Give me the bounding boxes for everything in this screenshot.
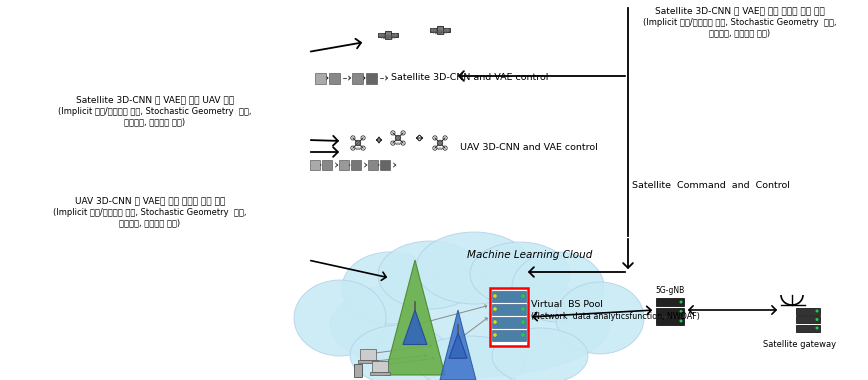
Circle shape <box>493 307 496 311</box>
Polygon shape <box>403 310 427 345</box>
Polygon shape <box>440 310 476 380</box>
Ellipse shape <box>470 242 570 306</box>
Bar <box>796 325 820 331</box>
Text: 접속제어, 간섭제어 정보): 접속제어, 간섭제어 정보) <box>120 218 181 227</box>
Bar <box>372 361 388 372</box>
Text: UAV 3D-CNN and VAE control: UAV 3D-CNN and VAE control <box>460 142 598 152</box>
Text: (Implicit 제널/토폴로지 정보, Stochastic Geometry  정보,: (Implicit 제널/토폴로지 정보, Stochastic Geometr… <box>53 208 247 217</box>
Bar <box>656 317 684 325</box>
Circle shape <box>493 333 496 337</box>
Circle shape <box>395 135 401 141</box>
Bar <box>430 28 437 32</box>
Bar <box>492 304 526 315</box>
Ellipse shape <box>492 328 588 380</box>
Bar <box>391 33 398 37</box>
Bar <box>360 349 376 360</box>
Text: Machine Learning Cloud: Machine Learning Cloud <box>467 250 593 260</box>
Circle shape <box>521 320 525 324</box>
Bar <box>329 73 340 84</box>
Bar <box>310 160 320 170</box>
Ellipse shape <box>294 280 386 356</box>
Bar <box>796 316 820 323</box>
Bar <box>656 298 684 306</box>
Text: (Implicit 제널/토폴로지 정보, Stochastic Geometry  정보,: (Implicit 제널/토폴로지 정보, Stochastic Geometr… <box>58 107 252 116</box>
Text: (Network  data analyticsfunction, NWDAF): (Network data analyticsfunction, NWDAF) <box>531 312 700 321</box>
Ellipse shape <box>416 232 532 304</box>
Circle shape <box>493 320 496 324</box>
Bar <box>492 291 526 302</box>
Text: 5G-gNB: 5G-gNB <box>655 286 685 295</box>
Circle shape <box>355 140 361 146</box>
Bar <box>492 330 526 341</box>
Text: 접속제어, 간섭제어 정보): 접속제어, 간섭제어 정보) <box>124 117 186 126</box>
Bar <box>368 160 378 170</box>
Bar <box>656 307 684 315</box>
Circle shape <box>816 318 819 321</box>
Circle shape <box>437 140 443 146</box>
Polygon shape <box>385 260 445 375</box>
Text: Satellite  Command  and  Control: Satellite Command and Control <box>632 180 790 190</box>
Ellipse shape <box>330 273 610 377</box>
Text: Satellite 3D-CNN 를 VAE를 통해 UAV 제어: Satellite 3D-CNN 를 VAE를 통해 UAV 제어 <box>76 95 234 104</box>
Bar <box>437 26 443 34</box>
Text: Satellite 3D-CNN 를 VAE를 통해 지상의 단말 제어: Satellite 3D-CNN 를 VAE를 통해 지상의 단말 제어 <box>655 6 825 15</box>
Bar <box>370 372 390 375</box>
Bar <box>378 33 385 37</box>
Circle shape <box>680 320 682 323</box>
Ellipse shape <box>342 252 438 324</box>
Bar <box>352 73 363 84</box>
Bar <box>351 160 361 170</box>
Circle shape <box>816 326 819 329</box>
Bar <box>322 160 332 170</box>
Ellipse shape <box>415 336 525 380</box>
Circle shape <box>493 294 496 298</box>
Bar <box>492 317 526 328</box>
Bar <box>385 31 391 39</box>
Bar <box>358 360 378 363</box>
Ellipse shape <box>556 282 644 354</box>
Bar <box>354 364 362 377</box>
Circle shape <box>680 301 682 304</box>
Circle shape <box>521 307 525 311</box>
Bar <box>366 73 377 84</box>
Bar <box>315 73 326 84</box>
Text: Satellite gateway: Satellite gateway <box>764 340 837 349</box>
Ellipse shape <box>350 325 450 380</box>
Bar <box>444 28 450 32</box>
Circle shape <box>680 310 682 313</box>
Circle shape <box>521 333 525 337</box>
Ellipse shape <box>378 241 482 309</box>
Circle shape <box>816 309 819 312</box>
Text: 접속제어, 간섭제어 정보): 접속제어, 간섭제어 정보) <box>709 28 771 37</box>
Text: UAV 3D-CNN 를 VAE를 통해 지상의 단말 제어: UAV 3D-CNN 를 VAE를 통해 지상의 단말 제어 <box>75 196 225 205</box>
Ellipse shape <box>512 252 604 322</box>
Text: Virtual  BS Pool: Virtual BS Pool <box>531 300 603 309</box>
Text: (Implicit 제널/토폴로지 정보, Stochastic Geometry  정보,: (Implicit 제널/토폴로지 정보, Stochastic Geometr… <box>643 18 837 27</box>
Bar <box>796 307 820 315</box>
Text: Satellite 3D-CNN and VAE control: Satellite 3D-CNN and VAE control <box>391 73 549 82</box>
Bar <box>380 160 390 170</box>
Bar <box>339 160 349 170</box>
Circle shape <box>521 294 525 298</box>
Bar <box>490 288 528 346</box>
Polygon shape <box>449 333 467 358</box>
